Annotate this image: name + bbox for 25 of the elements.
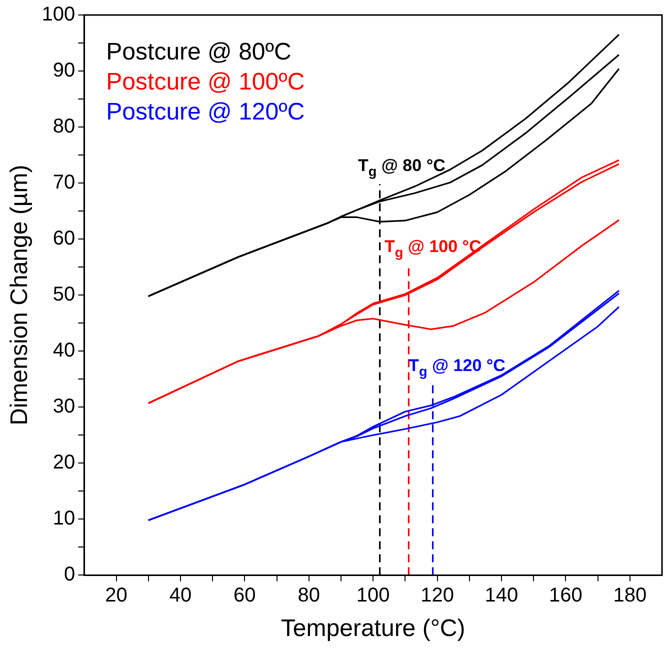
y-tick-label: 100 (42, 4, 76, 26)
x-tick-label: 180 (613, 584, 647, 607)
y-tick-label: 40 (52, 340, 76, 362)
x-tick-label: 20 (105, 584, 128, 607)
y-tick-label: 30 (52, 396, 76, 418)
x-tick-label: 40 (169, 584, 192, 607)
x-tick-label: 100 (356, 584, 390, 607)
text: Postcure @ 100ºC (106, 68, 305, 96)
y-tick-label: 90 (52, 60, 76, 82)
x-axis-title: Temperature (°C) (280, 615, 466, 642)
y-tick-label: 10 (52, 508, 76, 530)
y-tick-label: 80 (52, 116, 76, 138)
y-tick-label: 50 (52, 284, 76, 306)
y-tick-label: 70 (52, 172, 76, 194)
x-tick-label: 60 (234, 584, 256, 607)
y-tick-label: 60 (52, 228, 76, 250)
y-axis-title: Dimension Change (µm) (6, 164, 34, 426)
x-tick-label: 140 (484, 584, 518, 607)
x-tick-label: 80 (298, 584, 320, 607)
x-tick-label: 120 (420, 584, 454, 607)
x-tick-label: 160 (549, 584, 582, 607)
y-tick-label: 20 (52, 452, 76, 474)
text: Postcure @ 120ºC (106, 98, 305, 126)
text: Postcure @ 80ºC (106, 38, 292, 66)
y-tick-label: 0 (64, 564, 76, 586)
